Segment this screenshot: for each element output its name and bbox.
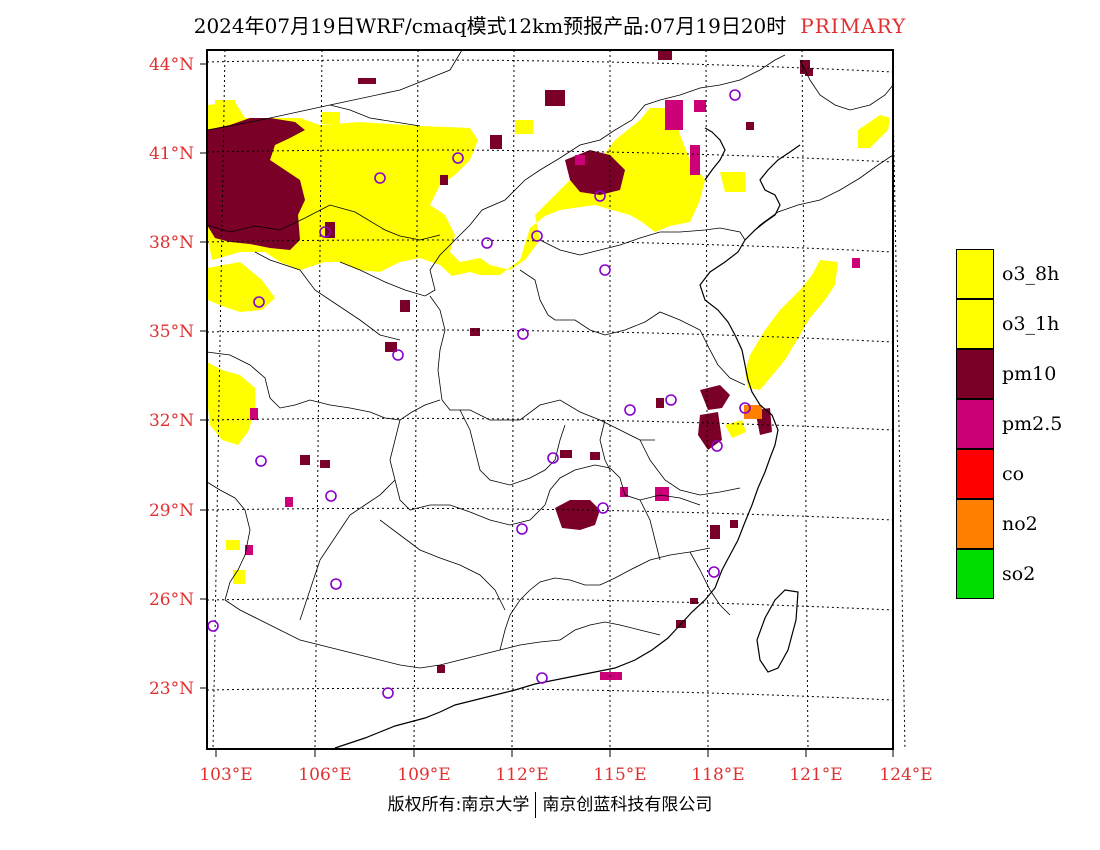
legend-label: no2 bbox=[1002, 513, 1038, 535]
lon-label: 118°E bbox=[691, 765, 745, 785]
lat-label: 29°N bbox=[148, 501, 194, 521]
map-frame bbox=[206, 49, 894, 750]
lat-label: 38°N bbox=[148, 233, 194, 253]
o3-areas bbox=[207, 100, 890, 584]
lon-label: 115°E bbox=[593, 765, 647, 785]
legend-swatch bbox=[956, 299, 994, 349]
lon-label: 121°E bbox=[789, 765, 843, 785]
lon-label: 109°E bbox=[397, 765, 451, 785]
no2-areas bbox=[744, 405, 762, 419]
lon-label: 124°E bbox=[879, 765, 933, 785]
o3-area-sichuan bbox=[207, 362, 255, 445]
legend-label: pm2.5 bbox=[1002, 413, 1063, 435]
o3-area-bohai bbox=[720, 172, 746, 192]
legend-swatch bbox=[956, 399, 994, 449]
o3-area-shanghai bbox=[725, 420, 746, 438]
legend-label: o3_1h bbox=[1002, 313, 1060, 335]
lat-label: 41°N bbox=[148, 144, 194, 164]
footer-left: 版权所有:南京大学 bbox=[387, 795, 530, 815]
legend-swatch bbox=[956, 549, 994, 599]
map-title: 2024年07月19日WRF/cmaq模式12km预报产品:07月19日20时 P… bbox=[0, 10, 1100, 39]
title-main: 2024年07月19日WRF/cmaq模式12km预报产品:07月19日20时 bbox=[193, 14, 787, 38]
lon-gridlines bbox=[212, 49, 906, 751]
pm10-area-central bbox=[555, 500, 600, 530]
lon-label: 112°E bbox=[495, 765, 549, 785]
pm25-areas bbox=[245, 100, 860, 680]
pm10-area-jiangsu bbox=[700, 385, 730, 410]
lat-label: 23°N bbox=[148, 679, 194, 699]
o3-area-ne bbox=[858, 115, 890, 148]
lat-label: 26°N bbox=[148, 590, 194, 610]
copyright-footer: 版权所有:南京大学 南京创蓝科技有限公司 bbox=[0, 790, 1100, 818]
no2-area-shanghai bbox=[744, 405, 762, 419]
footer-right: 南京创蓝科技有限公司 bbox=[542, 795, 713, 815]
axis-ticks bbox=[200, 63, 894, 757]
lat-label: 44°N bbox=[148, 55, 194, 75]
legend-label: co bbox=[1002, 463, 1025, 485]
o3-area-west bbox=[207, 262, 275, 312]
legend-swatch bbox=[956, 499, 994, 549]
legend-label: so2 bbox=[1002, 563, 1036, 585]
air-stations bbox=[207, 89, 751, 699]
pm10-area-anhui bbox=[698, 412, 722, 450]
footer-divider bbox=[535, 792, 537, 818]
legend-swatch bbox=[956, 349, 994, 399]
lat-label: 32°N bbox=[148, 411, 194, 431]
lat-label: 35°N bbox=[148, 322, 194, 342]
pm10-area-northwest bbox=[207, 118, 305, 250]
legend-label: pm10 bbox=[1002, 363, 1057, 385]
title-primary-tag: PRIMARY bbox=[800, 14, 907, 38]
lon-label: 106°E bbox=[298, 765, 352, 785]
o3-area-coast bbox=[745, 260, 838, 390]
legend-label: o3_8h bbox=[1002, 263, 1060, 285]
legend-swatch bbox=[956, 249, 994, 299]
province-borders bbox=[206, 49, 894, 669]
legend-swatch bbox=[956, 449, 994, 499]
lon-label: 103°E bbox=[199, 765, 253, 785]
coastline bbox=[334, 127, 801, 749]
